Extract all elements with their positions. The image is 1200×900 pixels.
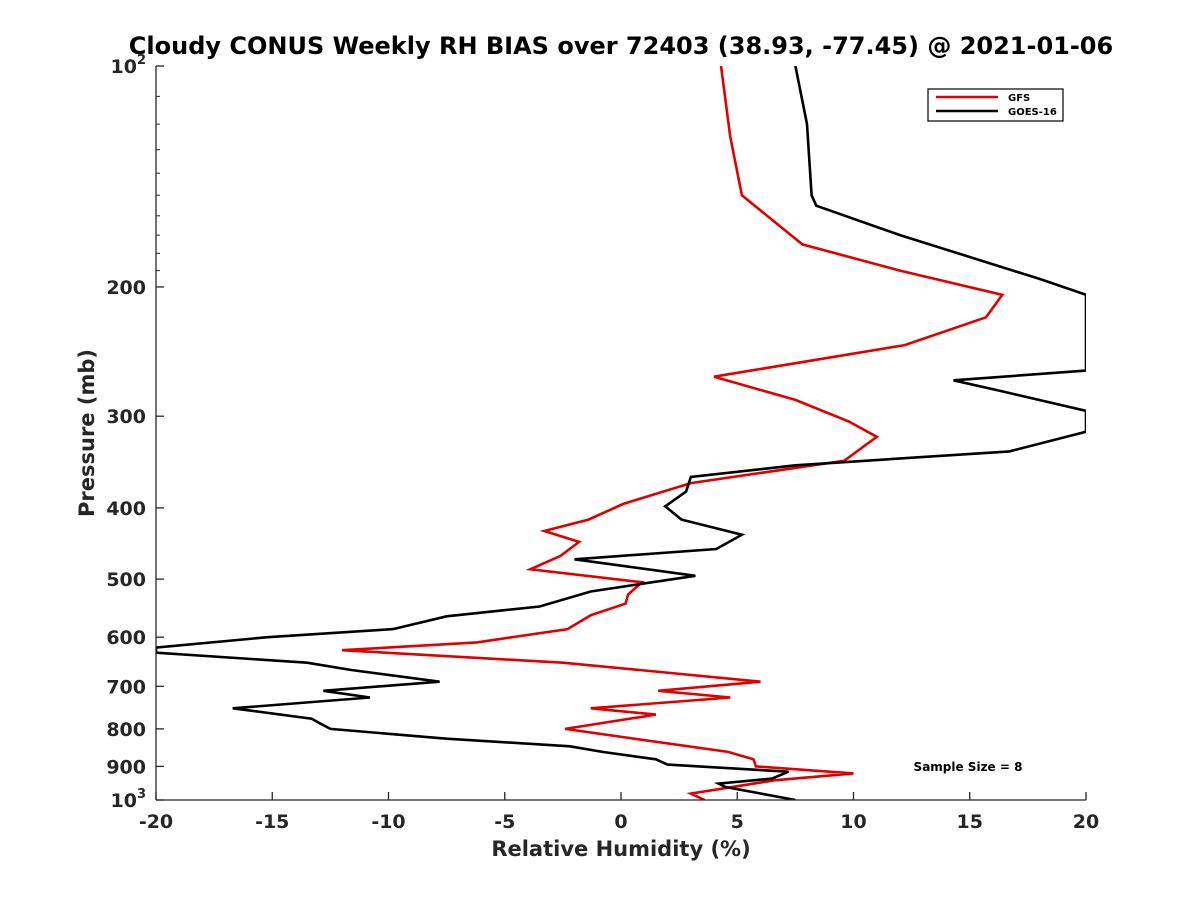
plot-frame <box>156 66 1086 800</box>
legend-label-gfs: GFS <box>1008 93 1030 104</box>
legend-box <box>927 88 1064 122</box>
series-line-goes16 <box>156 66 1086 800</box>
y-tick-label: 600 <box>106 627 146 649</box>
y-tick-label: 102 <box>111 53 147 78</box>
legend: GFS GOES-16 <box>927 88 1064 122</box>
x-ticks: -20 -15 -10 -5 0 5 10 15 20 <box>139 792 1099 833</box>
y-tick-label: 700 <box>106 676 146 698</box>
series-line-gfs <box>341 66 1005 800</box>
x-tick-label: 0 <box>614 811 627 833</box>
y-tick-label: 103 <box>111 787 147 812</box>
y-tick-label: 400 <box>106 498 146 520</box>
chart-title: Cloudy CONUS Weekly RH BIAS over 72403 (… <box>129 32 1113 60</box>
x-tick-label: -5 <box>494 811 515 833</box>
series-group <box>156 66 1086 800</box>
y-tick-label: 500 <box>106 569 146 591</box>
y-ticks: 102 200 300 400 500 600 700 800 900 103 <box>106 53 164 812</box>
y-tick-label: 900 <box>106 756 146 778</box>
x-tick-label: 10 <box>840 811 866 833</box>
x-tick-label: 5 <box>731 811 744 833</box>
x-tick-label: 20 <box>1073 811 1099 833</box>
y-tick-label: 800 <box>106 719 146 741</box>
legend-label-goes16: GOES-16 <box>1008 107 1057 118</box>
y-tick-label: 200 <box>106 277 146 299</box>
x-tick-label: -15 <box>255 811 289 833</box>
plot-area: -20 -15 -10 -5 0 5 10 15 20 102 200 300 400 500 600 70… <box>106 53 1099 833</box>
x-tick-label: 15 <box>957 811 983 833</box>
x-axis-label: Relative Humidity (%) <box>491 837 750 861</box>
y-axis-label: Pressure (mb) <box>75 349 99 517</box>
x-tick-label: -10 <box>371 811 405 833</box>
x-tick-label: -20 <box>139 811 173 833</box>
y-tick-label: 300 <box>106 406 146 428</box>
sample-size-annotation: Sample Size = 8 <box>914 760 1023 774</box>
